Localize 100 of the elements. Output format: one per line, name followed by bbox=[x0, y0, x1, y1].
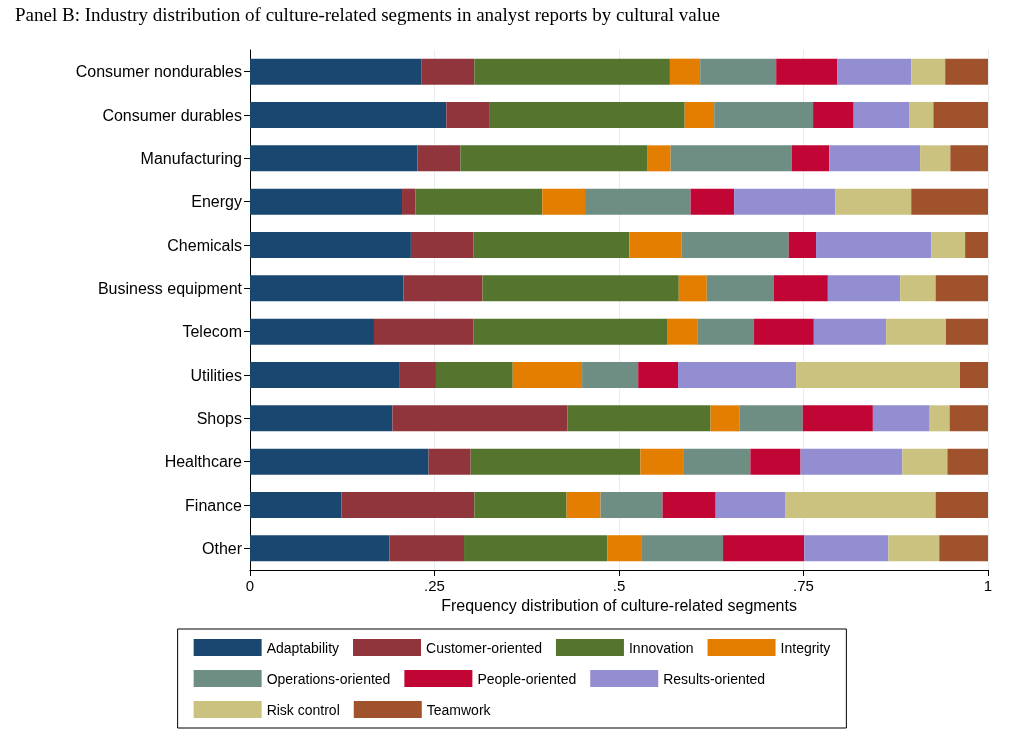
bar bbox=[949, 405, 988, 432]
bar bbox=[482, 275, 679, 302]
bar bbox=[421, 58, 475, 85]
bar bbox=[739, 405, 803, 432]
legend-label: Innovation bbox=[628, 639, 694, 656]
legend-label: Risk control bbox=[266, 701, 340, 718]
y-tick-label: Consumer durables bbox=[102, 106, 242, 124]
bar bbox=[415, 188, 543, 215]
bar bbox=[933, 102, 988, 128]
bar bbox=[835, 188, 912, 215]
bar bbox=[667, 318, 698, 345]
bar bbox=[250, 362, 400, 388]
bar bbox=[641, 535, 724, 562]
bar bbox=[929, 405, 950, 432]
bar bbox=[542, 188, 586, 215]
bar bbox=[428, 448, 471, 475]
y-tick-label: Shops bbox=[196, 409, 242, 427]
bar bbox=[714, 102, 814, 128]
bar bbox=[585, 188, 691, 215]
bar bbox=[389, 535, 465, 562]
legend-label: Adaptability bbox=[266, 639, 340, 656]
bar bbox=[464, 535, 608, 562]
bar bbox=[600, 492, 663, 518]
bar bbox=[900, 275, 936, 302]
bar bbox=[965, 232, 988, 258]
bar bbox=[700, 58, 777, 85]
bar bbox=[470, 448, 641, 475]
bar bbox=[788, 232, 817, 258]
bar bbox=[392, 405, 568, 432]
bar bbox=[950, 145, 988, 172]
bar bbox=[945, 318, 988, 345]
chart-title: Panel B: Industry distribution of culture-related segments in analyst reports by cultural value bbox=[15, 4, 720, 25]
bar bbox=[250, 492, 342, 518]
bar bbox=[888, 535, 940, 562]
bar bbox=[715, 492, 786, 518]
bar bbox=[690, 188, 735, 215]
bar bbox=[939, 535, 988, 562]
bar bbox=[250, 405, 393, 432]
x-tick-label: .75 bbox=[793, 577, 814, 594]
bar bbox=[678, 275, 707, 302]
y-tick-label: Consumer nondurables bbox=[75, 63, 242, 81]
legend-label: Customer-oriented bbox=[426, 639, 542, 656]
x-tick-label: 1 bbox=[983, 577, 993, 594]
legend-label: People-oriented bbox=[477, 670, 577, 687]
bar bbox=[684, 102, 715, 128]
y-tick-label: Healthcare bbox=[164, 453, 243, 471]
bar bbox=[935, 275, 988, 302]
bar bbox=[959, 362, 988, 388]
bar bbox=[723, 535, 805, 562]
y-tick-label: Other bbox=[201, 539, 243, 557]
bar bbox=[629, 232, 682, 258]
legend-label: Teamwork bbox=[426, 701, 492, 718]
bar bbox=[837, 58, 912, 85]
bar bbox=[250, 448, 429, 475]
bar bbox=[250, 232, 411, 258]
bar bbox=[250, 145, 418, 172]
y-tick-label: Manufacturing bbox=[140, 149, 242, 167]
bar bbox=[250, 275, 404, 302]
bar bbox=[410, 232, 474, 258]
bar bbox=[827, 275, 901, 302]
bar bbox=[403, 275, 483, 302]
bar bbox=[567, 405, 711, 432]
bar bbox=[250, 102, 447, 128]
bar bbox=[800, 448, 903, 475]
bar bbox=[435, 362, 513, 388]
bar bbox=[566, 492, 601, 518]
bar bbox=[872, 405, 930, 432]
bar bbox=[886, 318, 946, 345]
bar bbox=[638, 362, 679, 388]
bar bbox=[750, 448, 801, 475]
bar bbox=[460, 145, 648, 172]
bar bbox=[647, 145, 671, 172]
bar bbox=[920, 145, 951, 172]
bar bbox=[853, 102, 910, 128]
bar bbox=[662, 492, 716, 518]
bar bbox=[681, 232, 789, 258]
bar bbox=[802, 405, 873, 432]
bar bbox=[909, 102, 934, 128]
bar bbox=[902, 448, 948, 475]
bar bbox=[402, 188, 416, 215]
bar bbox=[341, 492, 475, 518]
bar bbox=[683, 448, 751, 475]
bar bbox=[813, 102, 854, 128]
bar bbox=[829, 145, 921, 172]
bar bbox=[791, 145, 830, 172]
x-tick-label: .5 bbox=[612, 577, 626, 594]
bar bbox=[473, 318, 668, 345]
bar bbox=[813, 318, 887, 345]
x-tick-label: .25 bbox=[424, 577, 445, 594]
bar bbox=[250, 58, 422, 85]
bar bbox=[947, 448, 988, 475]
y-tick-label: Business equipment bbox=[97, 279, 243, 297]
y-tick-label: Chemicals bbox=[167, 236, 242, 254]
legend-label: Operations-oriented bbox=[266, 670, 391, 687]
x-axis-title: Frequency distribution of culture-related segments bbox=[441, 597, 797, 615]
bar bbox=[473, 232, 630, 258]
legend-label: Results-oriented bbox=[663, 670, 766, 687]
bar bbox=[945, 58, 988, 85]
bar bbox=[640, 448, 684, 475]
bar bbox=[911, 188, 988, 215]
